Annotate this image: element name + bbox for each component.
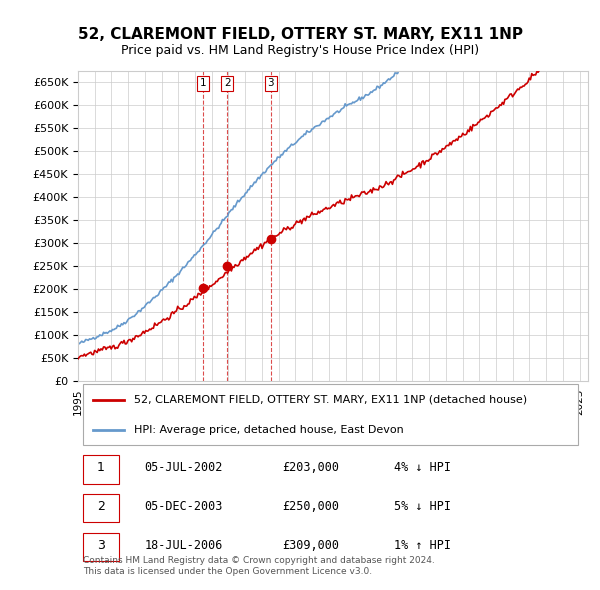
Text: £309,000: £309,000 [282,539,339,552]
Text: 52, CLAREMONT FIELD, OTTERY ST. MARY, EX11 1NP (detached house): 52, CLAREMONT FIELD, OTTERY ST. MARY, EX… [134,395,527,405]
Text: 1% ↑ HPI: 1% ↑ HPI [394,539,451,552]
Text: 52, CLAREMONT FIELD, OTTERY ST. MARY, EX11 1NP: 52, CLAREMONT FIELD, OTTERY ST. MARY, EX… [77,27,523,41]
Text: 5% ↓ HPI: 5% ↓ HPI [394,500,451,513]
Text: 1: 1 [200,78,207,88]
Text: 2: 2 [97,500,105,513]
Text: 4% ↓ HPI: 4% ↓ HPI [394,461,451,474]
FancyBboxPatch shape [83,455,119,484]
Text: £250,000: £250,000 [282,500,339,513]
Text: 05-JUL-2002: 05-JUL-2002 [145,461,223,474]
Text: Contains HM Land Registry data © Crown copyright and database right 2024.
This d: Contains HM Land Registry data © Crown c… [83,556,435,576]
Text: 1: 1 [97,461,105,474]
Text: 05-DEC-2003: 05-DEC-2003 [145,500,223,513]
Text: 18-JUL-2006: 18-JUL-2006 [145,539,223,552]
FancyBboxPatch shape [83,533,119,561]
Text: £203,000: £203,000 [282,461,339,474]
Text: 3: 3 [97,539,105,552]
Text: 2: 2 [224,78,230,88]
Text: HPI: Average price, detached house, East Devon: HPI: Average price, detached house, East… [134,425,404,435]
Text: 3: 3 [268,78,274,88]
FancyBboxPatch shape [83,494,119,522]
Text: Price paid vs. HM Land Registry's House Price Index (HPI): Price paid vs. HM Land Registry's House … [121,44,479,57]
FancyBboxPatch shape [83,384,578,445]
